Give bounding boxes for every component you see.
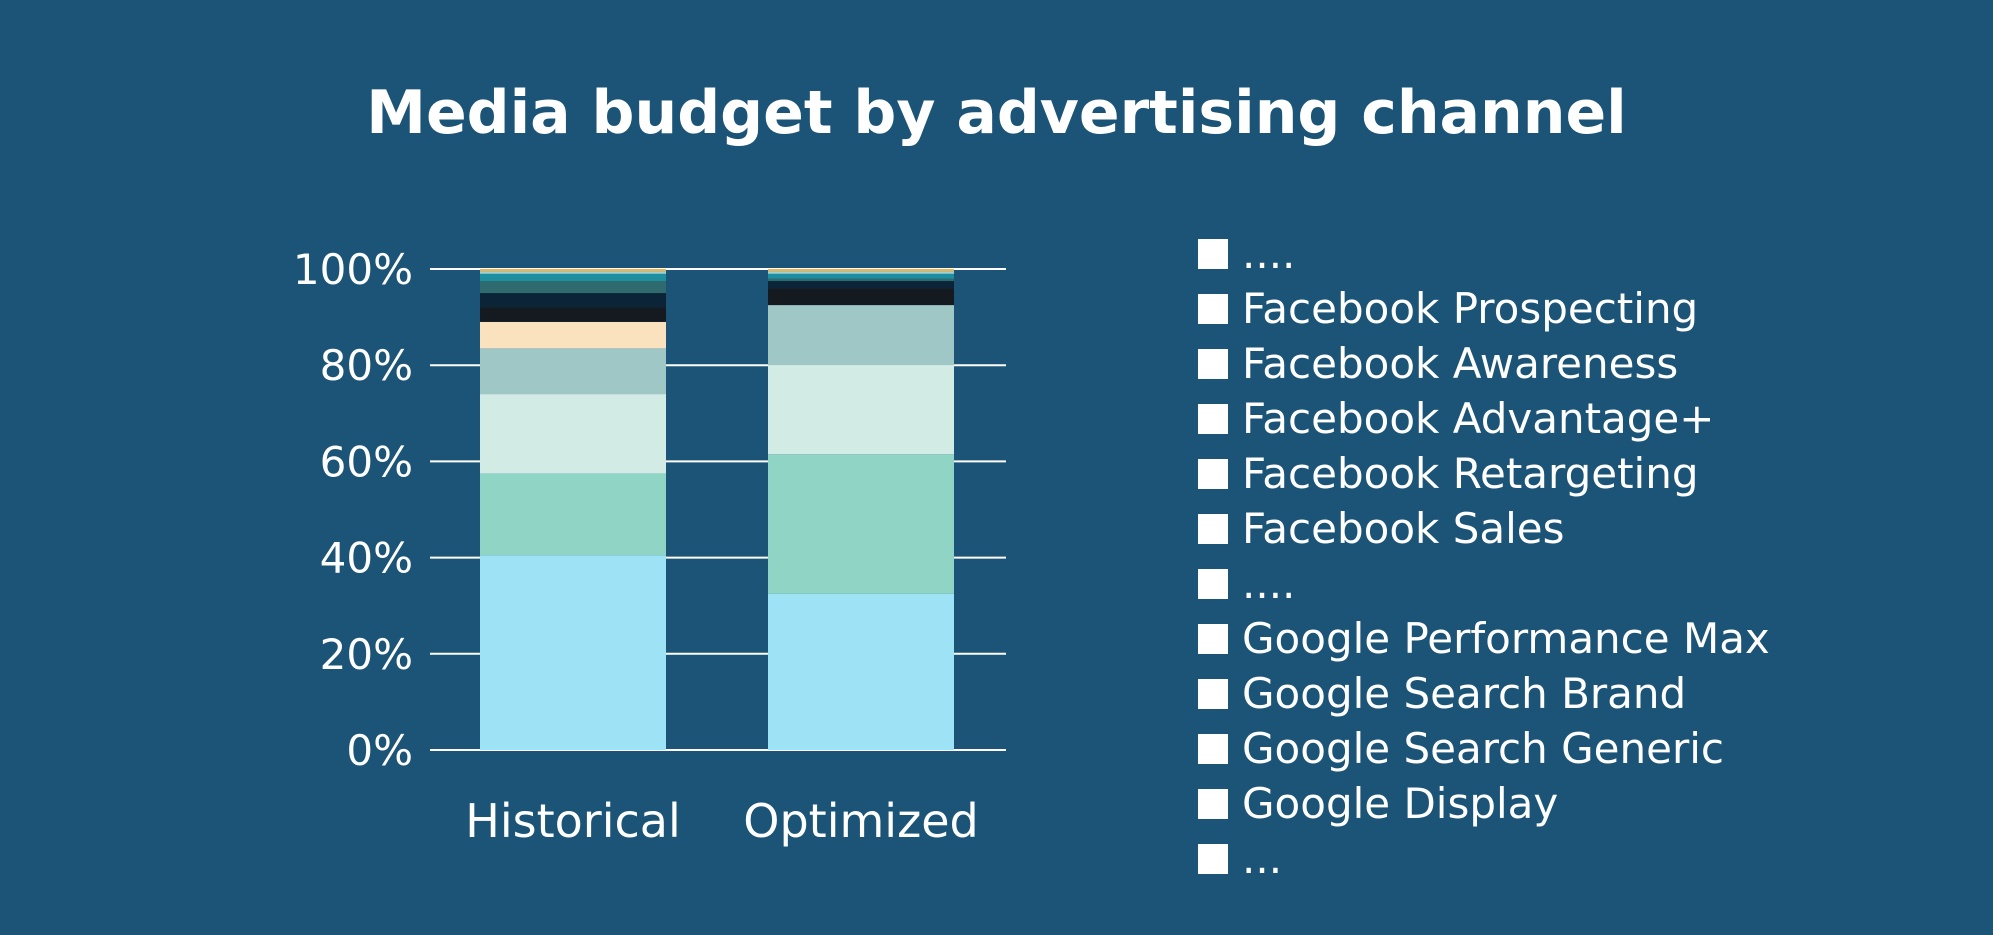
legend-label: Google Search Generic (1242, 724, 1724, 773)
bar-segment-historical-4 (480, 321, 666, 349)
bar-segment-historical-1 (480, 473, 666, 556)
bar-segment-optimized-0 (768, 593, 954, 750)
y-tick-label: 60% (320, 437, 413, 486)
bar-segment-optimized-8 (768, 273, 954, 279)
legend-swatch (1198, 733, 1228, 764)
legend-item: Google Performance Max (1198, 611, 1770, 666)
legend-item: Facebook Awareness (1198, 336, 1770, 391)
bar-segment-historical-0 (480, 555, 666, 750)
bar-stacks (480, 269, 954, 750)
legend-label: ... (1242, 834, 1283, 883)
legend: .... Facebook Prospecting Facebook Awarene… (1198, 226, 1770, 886)
bar-segment-historical-3 (480, 348, 666, 395)
legend-item: Facebook Advantage+ (1198, 391, 1770, 446)
legend-label: Google Display (1242, 779, 1559, 828)
x-tick-label-historical: Historical (465, 794, 680, 848)
legend-item: Facebook Prospecting (1198, 281, 1770, 336)
bar-segment-optimized-1 (768, 454, 954, 594)
legend-label: Google Performance Max (1242, 614, 1770, 663)
bar-segment-optimized-3 (768, 305, 954, 366)
y-tick-label: 40% (320, 534, 413, 583)
bar-segment-optimized-7 (768, 278, 954, 282)
legend-label: Facebook Retargeting (1242, 449, 1699, 498)
legend-item: .... (1198, 226, 1770, 281)
legend-swatch (1198, 513, 1228, 544)
bar-segment-optimized-6 (768, 281, 954, 289)
y-tick-label: 0% (346, 726, 413, 775)
bar-segment-historical-2 (480, 394, 666, 474)
legend-swatch (1198, 348, 1228, 379)
legend-swatch (1198, 293, 1228, 324)
x-tick-label-optimized: Optimized (743, 794, 978, 848)
legend-swatch (1198, 678, 1228, 709)
legend-item: Google Search Generic (1198, 721, 1770, 776)
legend-label: Facebook Awareness (1242, 339, 1679, 388)
legend-swatch (1198, 403, 1228, 434)
chart-title: Media budget by advertising channel (366, 78, 1627, 148)
legend-item: Facebook Sales (1198, 501, 1770, 556)
legend-swatch (1198, 843, 1228, 874)
legend-item: Facebook Retargeting (1198, 446, 1770, 501)
legend-swatch (1198, 788, 1228, 819)
bar-segment-historical-9 (480, 271, 666, 274)
bar-segment-historical-10 (480, 269, 666, 272)
legend-label: Facebook Advantage+ (1242, 394, 1715, 443)
legend-item: Google Display (1198, 776, 1770, 831)
legend-item: Google Search Brand (1198, 666, 1770, 721)
bar-segment-optimized-10 (768, 269, 954, 272)
legend-label: Google Search Brand (1242, 669, 1687, 718)
bar-segment-historical-6 (480, 293, 666, 308)
legend-label: Facebook Prospecting (1242, 284, 1699, 333)
legend-swatch (1198, 458, 1228, 489)
legend-item: .... (1198, 556, 1770, 611)
y-tick-label: 100% (293, 245, 413, 294)
legend-label: .... (1242, 229, 1296, 278)
legend-item: ... (1198, 831, 1770, 886)
bar-segment-optimized-9 (768, 271, 954, 274)
bar-segment-optimized-5 (768, 288, 954, 306)
bar-segment-historical-8 (480, 273, 666, 282)
bar-segment-optimized-2 (768, 365, 954, 455)
legend-label: Facebook Sales (1242, 504, 1565, 553)
legend-swatch (1198, 238, 1228, 269)
axis-labels: 0% 20% 40% 60% 80% 100% Historical Optimized (293, 245, 979, 848)
legend-swatch (1198, 568, 1228, 599)
y-tick-label: 20% (320, 630, 413, 679)
bar-segment-historical-5 (480, 307, 666, 322)
bar-segment-historical-7 (480, 281, 666, 294)
legend-swatch (1198, 623, 1228, 654)
legend-label: .... (1242, 559, 1296, 608)
y-tick-label: 80% (320, 341, 413, 390)
